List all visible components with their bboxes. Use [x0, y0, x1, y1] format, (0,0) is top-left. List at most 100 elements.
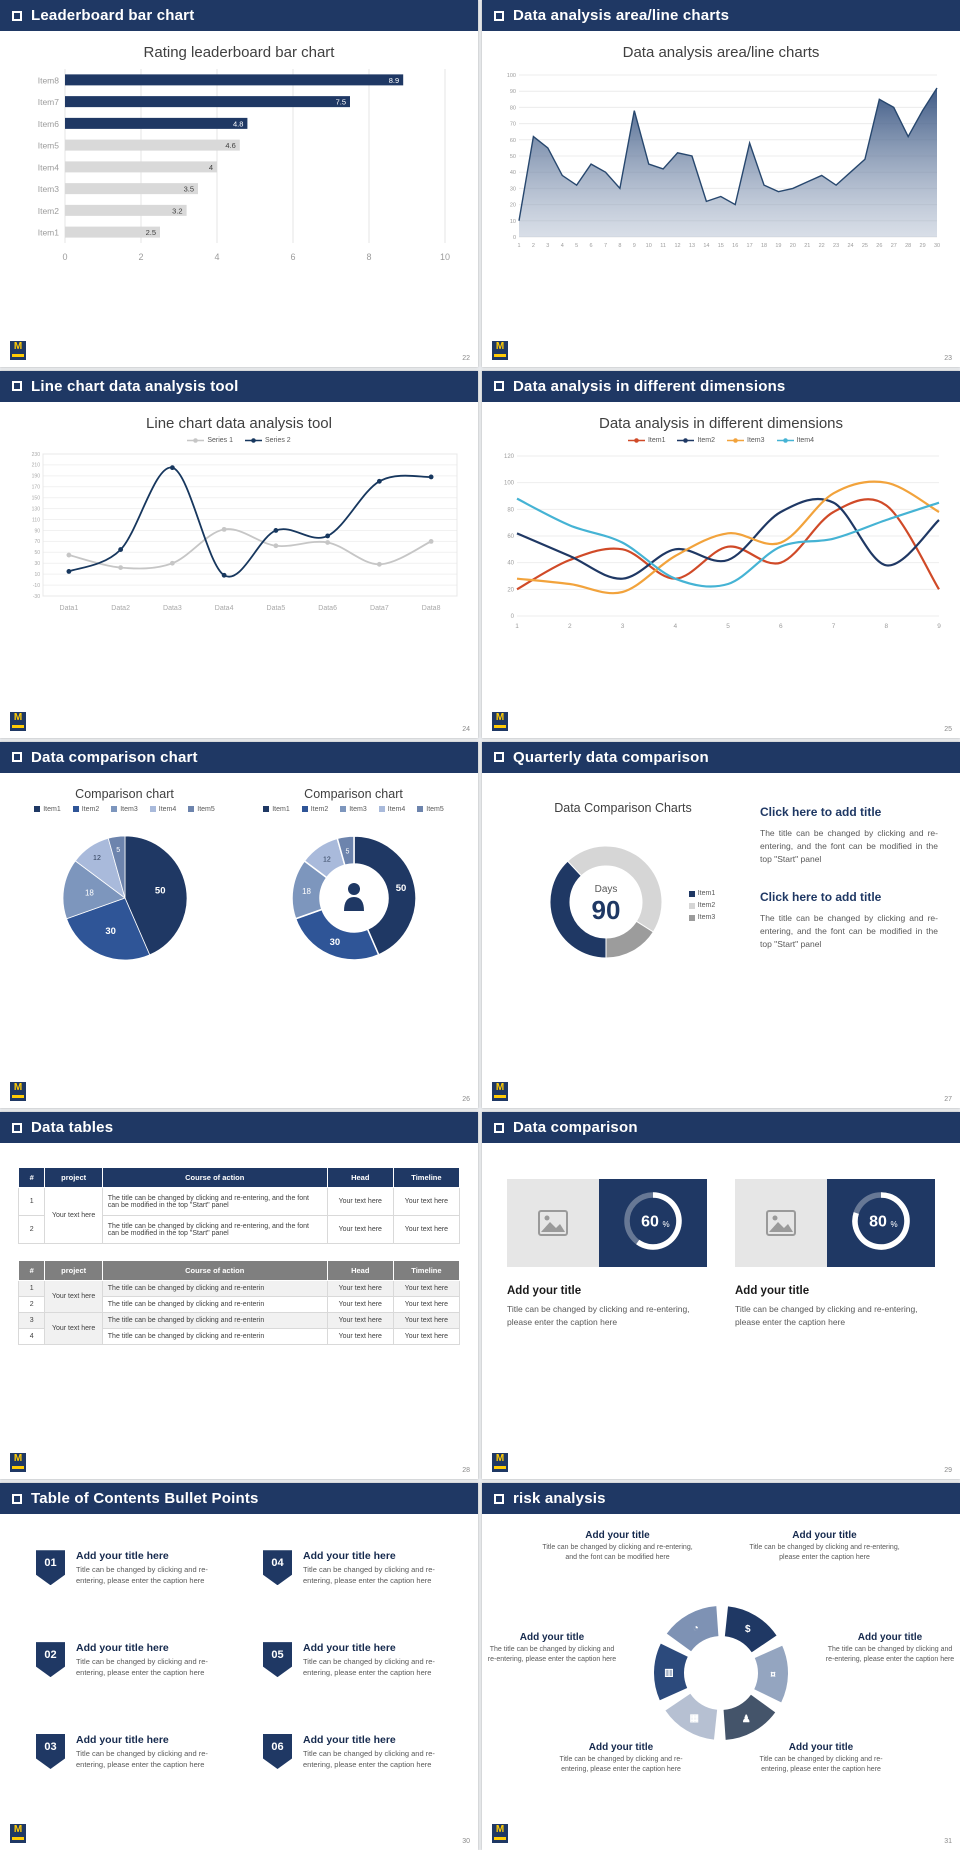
toc-item[interactable]: 03 Add your title here Title can be change… — [36, 1734, 221, 1818]
table-cell: 1 — [17, 1280, 46, 1298]
image-icon — [766, 1210, 796, 1237]
page-number: 22 — [462, 354, 470, 362]
svg-text:60: 60 — [507, 534, 514, 540]
toc-number-badge: 02 — [36, 1642, 65, 1678]
toc-number-badge: 01 — [36, 1550, 65, 1586]
slide-data-tables[interactable]: Data tables # project Course of action Head… — [0, 1112, 478, 1480]
svg-text:2: 2 — [138, 252, 143, 262]
progress-panel: 60% — [599, 1179, 707, 1268]
risk-label-caption: The title can be changed by clicking and… — [487, 1646, 617, 1663]
legend-line-marker — [245, 437, 262, 443]
legend-square-marker — [111, 806, 118, 813]
chart-title: Data analysis area/line charts — [622, 44, 820, 61]
line-series — [516, 497, 940, 591]
risk-label: Add your title Title can be changed by cl… — [747, 1530, 902, 1563]
svg-text:6: 6 — [779, 623, 783, 630]
data-point — [221, 526, 227, 532]
card-caption: Title can be changed by clicking and re-… — [507, 1304, 690, 1328]
logo-bar — [494, 724, 506, 728]
square-bullet-icon — [12, 752, 22, 763]
slide-leaderboard-bar-chart[interactable]: Leaderboard bar chart Rating leaderboard… — [0, 0, 478, 367]
legend-label: Item5 — [197, 805, 215, 813]
svg-text:18: 18 — [84, 888, 93, 897]
slide-data-comparison-chart[interactable]: Data comparison chart Comparison chart I… — [0, 741, 478, 1109]
svg-text:40: 40 — [510, 170, 516, 176]
data-point — [169, 465, 175, 470]
toc-item[interactable]: 04 Add your title here Title can be change… — [263, 1550, 448, 1634]
toc-title: Add your title here — [76, 1550, 169, 1563]
slide-toc-bullet-points[interactable]: Table of Contents Bullet Points 01 Add yo… — [0, 1483, 478, 1850]
svg-text:80: 80 — [869, 1213, 887, 1230]
slice — [605, 920, 654, 959]
chart-legend: Item1 Item2 Item3 Item4 Item5 — [243, 806, 465, 813]
svg-text:20: 20 — [790, 243, 796, 249]
image-placeholder — [735, 1179, 827, 1268]
legend-item: Item1 — [688, 890, 715, 897]
university-logo: M — [492, 711, 508, 731]
svg-text:7.5: 7.5 — [336, 98, 346, 107]
logo-bar — [12, 1095, 24, 1099]
money-bag-icon: $ — [745, 1624, 751, 1635]
svg-text:4: 4 — [214, 252, 219, 262]
risk-segment — [665, 1693, 718, 1740]
legend-item: Series 1 — [187, 437, 233, 444]
presenter-icon — [343, 896, 364, 911]
slide-risk-analysis[interactable]: risk analysis $ ¤ ♟ ▦ ▥ ◔ Add your title Title… — [482, 1483, 960, 1850]
line-chart: 230 210 190 170 150 130 110 90 70 50 30 10 -10 -30 Dat… — [0, 448, 478, 635]
svg-text:30: 30 — [105, 926, 116, 937]
card-caption: Title can be changed by clicking and re-… — [735, 1304, 918, 1328]
text-block-title: Click here to add title — [760, 890, 882, 905]
comparison-pie-block: Comparison chart Item1 Item2 Item3 Item4 Ite… — [14, 787, 236, 982]
bar — [65, 139, 240, 151]
toc-title: Add your title here — [303, 1642, 396, 1655]
bar — [65, 204, 187, 216]
svg-text:12: 12 — [674, 243, 680, 249]
legend-item: Item1 — [263, 806, 290, 813]
page-number: 26 — [462, 1096, 470, 1104]
slide-line-chart-tool[interactable]: Line chart data analysis tool Line chart… — [0, 370, 478, 738]
donut-chart: 50 30 18 12 5 — [243, 817, 465, 982]
slide-header-title: Data analysis area/line charts — [513, 7, 730, 24]
line-series — [516, 497, 940, 588]
logo-letter: M — [13, 1453, 23, 1465]
legend-square-marker — [340, 806, 347, 813]
toc-grid: 01 Add your title here Title can be change… — [0, 1514, 478, 1850]
data-table-container: # project Course of action Head Timeline 1 You… — [17, 1260, 461, 1346]
table-header-cell: Timeline — [392, 1167, 461, 1189]
page-number: 23 — [944, 354, 952, 362]
slide-dimensions-analysis[interactable]: Data analysis in different dimensions Da… — [482, 370, 960, 738]
square-bullet-icon — [12, 381, 22, 392]
svg-text:60: 60 — [510, 138, 516, 144]
logo-letter: M — [495, 1082, 505, 1094]
data-point — [376, 478, 382, 484]
svg-text:8: 8 — [884, 623, 888, 630]
toc-item[interactable]: 06 Add your title here Title can be change… — [263, 1734, 448, 1818]
table-header-cell: project — [44, 1167, 103, 1189]
slide-area-line-charts[interactable]: Data analysis area/line charts Data anal… — [482, 0, 960, 367]
toc-caption: Title can be changed by clicking and re-… — [303, 1749, 435, 1769]
risk-label-caption: Title can be changed by clicking and re-… — [749, 1544, 900, 1561]
page-number: 31 — [944, 1837, 952, 1845]
toc-text: Add your title here Title can be changed … — [76, 1550, 221, 1587]
toc-item[interactable]: 01 Add your title here Title can be change… — [36, 1550, 221, 1634]
bar — [65, 183, 198, 195]
toc-item[interactable]: 05 Add your title here Title can be change… — [263, 1642, 448, 1726]
logo-bar — [494, 1836, 506, 1840]
slice — [65, 897, 150, 960]
table-header-cell: # — [17, 1167, 46, 1189]
legend-label: Item1 — [272, 805, 290, 813]
slide-quarterly-data-comparison[interactable]: Quarterly data comparison Data Compariso… — [482, 741, 960, 1109]
svg-text:7: 7 — [832, 623, 836, 630]
svg-text:4.8: 4.8 — [233, 119, 243, 128]
slide-header: Line chart data analysis tool — [0, 370, 478, 402]
svg-text:20: 20 — [510, 203, 516, 209]
table-header-cell: Course of action — [101, 1167, 328, 1189]
table-cell: Your text here — [392, 1328, 461, 1346]
progress-ring: 80% — [848, 1188, 914, 1259]
slide-data-comparison-cards[interactable]: Data comparison 60% Add your title Title… — [482, 1112, 960, 1480]
legend-line-marker — [727, 437, 744, 443]
svg-text:80: 80 — [510, 105, 516, 111]
svg-text:18: 18 — [302, 886, 311, 895]
toc-item[interactable]: 02 Add your title here Title can be change… — [36, 1642, 221, 1726]
